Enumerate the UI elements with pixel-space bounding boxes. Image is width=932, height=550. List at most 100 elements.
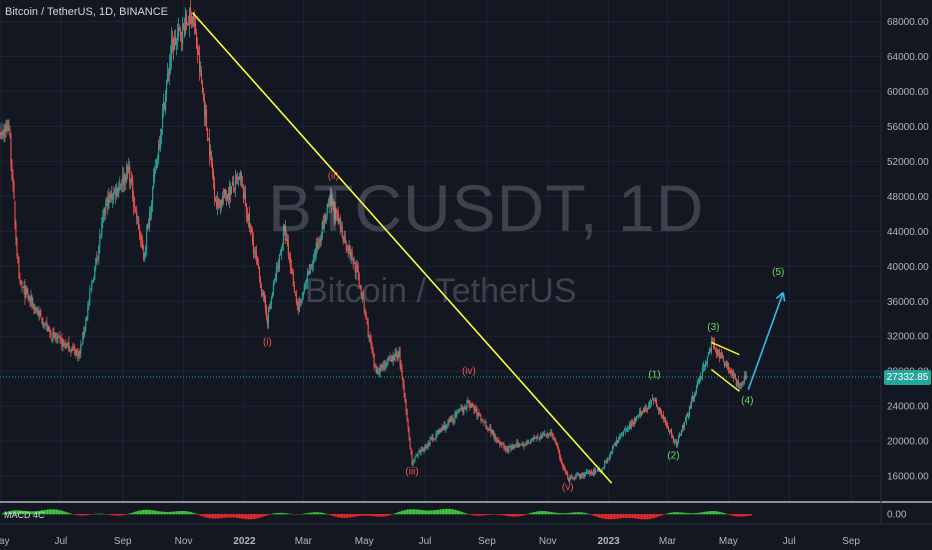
- candle-body: [379, 364, 381, 373]
- candle-body: [374, 366, 376, 368]
- candle-body: [309, 264, 311, 275]
- macd-bar: [425, 510, 427, 515]
- macd-bar: [197, 514, 199, 515]
- candle-body: [629, 423, 631, 430]
- candle-body: [564, 467, 566, 470]
- macd-bar: [75, 514, 77, 516]
- macd-bar: [693, 513, 695, 515]
- candle-body: [419, 450, 421, 453]
- candle-body: [554, 439, 556, 441]
- candle-body: [422, 450, 424, 452]
- candle-body: [716, 354, 718, 356]
- candle-body: [676, 442, 679, 446]
- macd-bar: [252, 514, 254, 520]
- macd-bar: [332, 514, 334, 516]
- macd-bar: [651, 514, 653, 519]
- macd-bar: [309, 512, 311, 515]
- macd-bar: [423, 510, 425, 515]
- macd-bar: [167, 511, 169, 515]
- candle-body: [741, 382, 743, 386]
- symbol-title[interactable]: Bitcoin / TetherUS, 1D, BINANCE: [5, 6, 169, 18]
- macd-bar: [480, 514, 482, 516]
- candle-body: [720, 354, 722, 356]
- candle-body: [329, 194, 331, 200]
- candle-body: [243, 192, 245, 199]
- candle-body: [12, 177, 14, 184]
- macd-bar: [14, 510, 16, 515]
- macd-bar: [257, 514, 259, 519]
- macd-bar: [27, 511, 29, 515]
- candle-body: [671, 434, 674, 437]
- candle-body: [484, 421, 486, 423]
- candle-body: [652, 398, 655, 402]
- candle-body: [294, 291, 296, 293]
- candle-body: [571, 476, 573, 478]
- candle-body: [137, 217, 139, 220]
- candle-body: [588, 471, 590, 474]
- candle-body: [67, 342, 69, 346]
- macd-bar: [710, 511, 712, 515]
- candle-body: [321, 222, 323, 240]
- candle-body: [656, 407, 659, 409]
- macd-bar: [59, 510, 61, 515]
- macd-label[interactable]: MACD 4C: [4, 510, 45, 520]
- candle-body: [271, 292, 273, 298]
- candle-body: [377, 369, 379, 374]
- grid-lines: [0, 0, 932, 525]
- macd-bar: [420, 509, 422, 515]
- candle-body: [373, 354, 375, 368]
- macd-bar: [441, 509, 443, 515]
- candle-body: [22, 287, 24, 288]
- macd-bar: [122, 514, 124, 516]
- candle-body: [653, 399, 656, 401]
- candle-body: [297, 304, 299, 311]
- candle-body: [390, 356, 392, 359]
- macd-bar: [692, 513, 694, 515]
- macd-bar: [189, 511, 191, 515]
- candle-body: [538, 438, 540, 440]
- candle-body: [614, 442, 616, 446]
- macd-bar: [146, 509, 148, 515]
- macd-bar: [44, 510, 46, 515]
- candle-body: [682, 425, 684, 428]
- macd-bar: [171, 511, 173, 515]
- candle-body: [568, 477, 570, 482]
- candle-body: [184, 26, 186, 36]
- macd-bar: [717, 511, 719, 515]
- candle-body: [27, 291, 29, 298]
- candle-body: [53, 331, 55, 335]
- candle-body: [414, 457, 416, 460]
- macd-bar: [147, 509, 149, 515]
- candle-body: [584, 473, 586, 477]
- macd-bar: [512, 514, 514, 517]
- candle-body: [199, 70, 202, 73]
- candle-body: [710, 341, 712, 352]
- candle-body: [65, 344, 67, 348]
- candle-body: [487, 428, 489, 430]
- candle-body: [670, 429, 673, 436]
- candle-body: [175, 36, 177, 46]
- candle-body: [576, 475, 578, 476]
- candle-body: [261, 292, 263, 297]
- candle-body: [97, 257, 99, 258]
- macd-bar: [398, 511, 400, 515]
- candle-body: [183, 24, 185, 26]
- macd-bar: [120, 514, 122, 516]
- macd-bar: [359, 514, 361, 517]
- candle-body: [110, 193, 112, 199]
- candle-body: [474, 410, 476, 412]
- macd-bar: [750, 514, 752, 516]
- candle-body: [616, 440, 618, 446]
- macd-bar: [18, 510, 20, 515]
- macd-bar: [606, 514, 608, 520]
- projection-arrowhead: [775, 291, 784, 300]
- macd-bar: [686, 512, 688, 515]
- macd-bar: [525, 514, 527, 515]
- candle-body: [413, 459, 415, 461]
- macd-bar: [215, 514, 217, 519]
- candle-body: [222, 197, 225, 198]
- macd-bar: [140, 510, 142, 515]
- macd-bar: [410, 509, 412, 515]
- candle-body: [8, 128, 10, 130]
